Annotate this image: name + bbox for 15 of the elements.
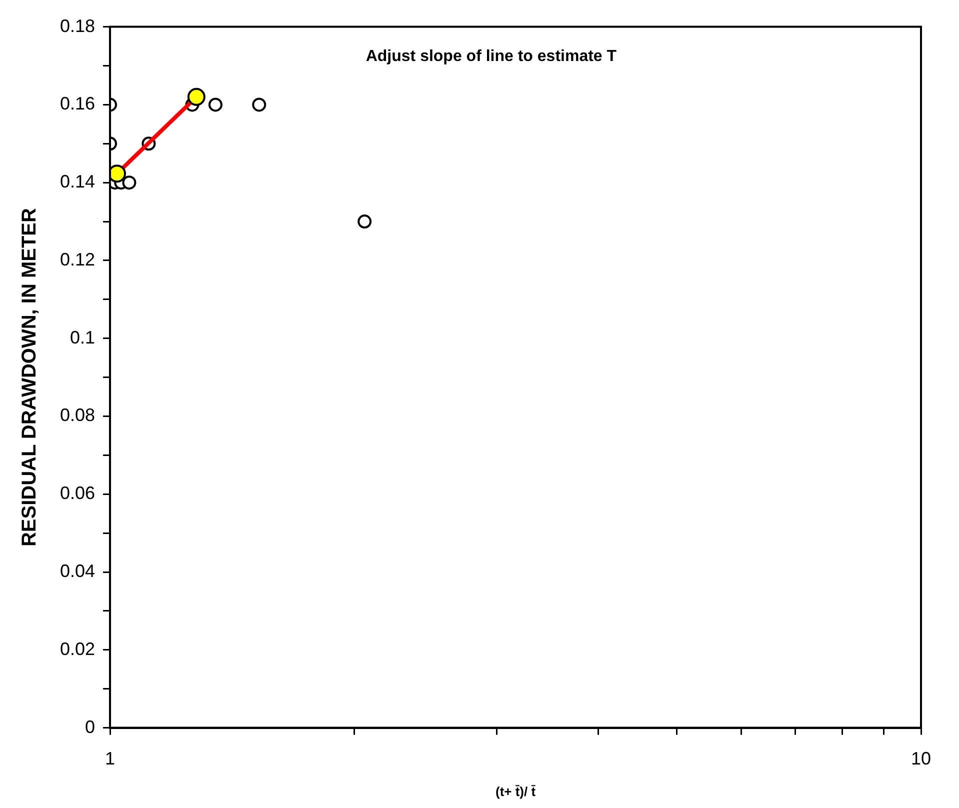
y-tick-label: 0.16 — [60, 94, 96, 114]
x-axis-title: (t+ t̄)/ t̄ — [495, 784, 536, 799]
y-tick-label: 0.08 — [60, 405, 96, 426]
y-tick-label: 0.06 — [60, 483, 96, 504]
annotation: Adjust slope of line to estimate T — [366, 48, 617, 66]
y-tick-label: 0.02 — [60, 638, 96, 659]
y-tick-label: 0.1 — [70, 327, 96, 348]
y-tick-label: 0.18 — [60, 16, 96, 36]
y-tick-label: 0 — [85, 716, 96, 737]
y-axis-title: RESIDUAL DRAWDOWN, IN METER — [18, 207, 41, 547]
y-tick-label: 0.14 — [60, 172, 96, 192]
x-tick-label: 1 — [105, 748, 116, 769]
y-tick-label: 0.12 — [60, 249, 96, 270]
y-tick-label: 0.04 — [60, 560, 96, 581]
x-tick-label: 10 — [910, 748, 932, 769]
